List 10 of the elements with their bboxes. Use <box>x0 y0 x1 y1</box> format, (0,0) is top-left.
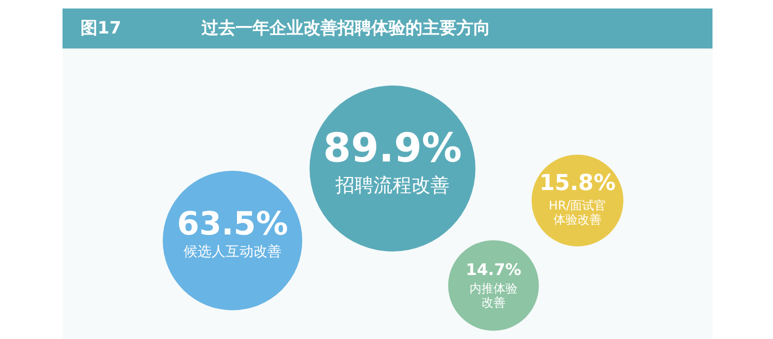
data-label: 89.9% <box>323 126 462 172</box>
text: 过去一年企业改善招聘体验的主要方向 <box>200 18 490 38</box>
category-label: 招聘流程改善 <box>334 174 450 197</box>
data-label: 15.8% <box>539 171 616 196</box>
data-label: 14.7% <box>466 260 522 279</box>
data-label: 63.5% <box>176 204 288 242</box>
category-label: 内推体验改善 <box>470 281 518 310</box>
category-label: HR/面试官体验改善 <box>548 198 606 227</box>
caption: 图17 <box>80 18 122 38</box>
category-label: 候选人互动改善 <box>184 243 282 260</box>
